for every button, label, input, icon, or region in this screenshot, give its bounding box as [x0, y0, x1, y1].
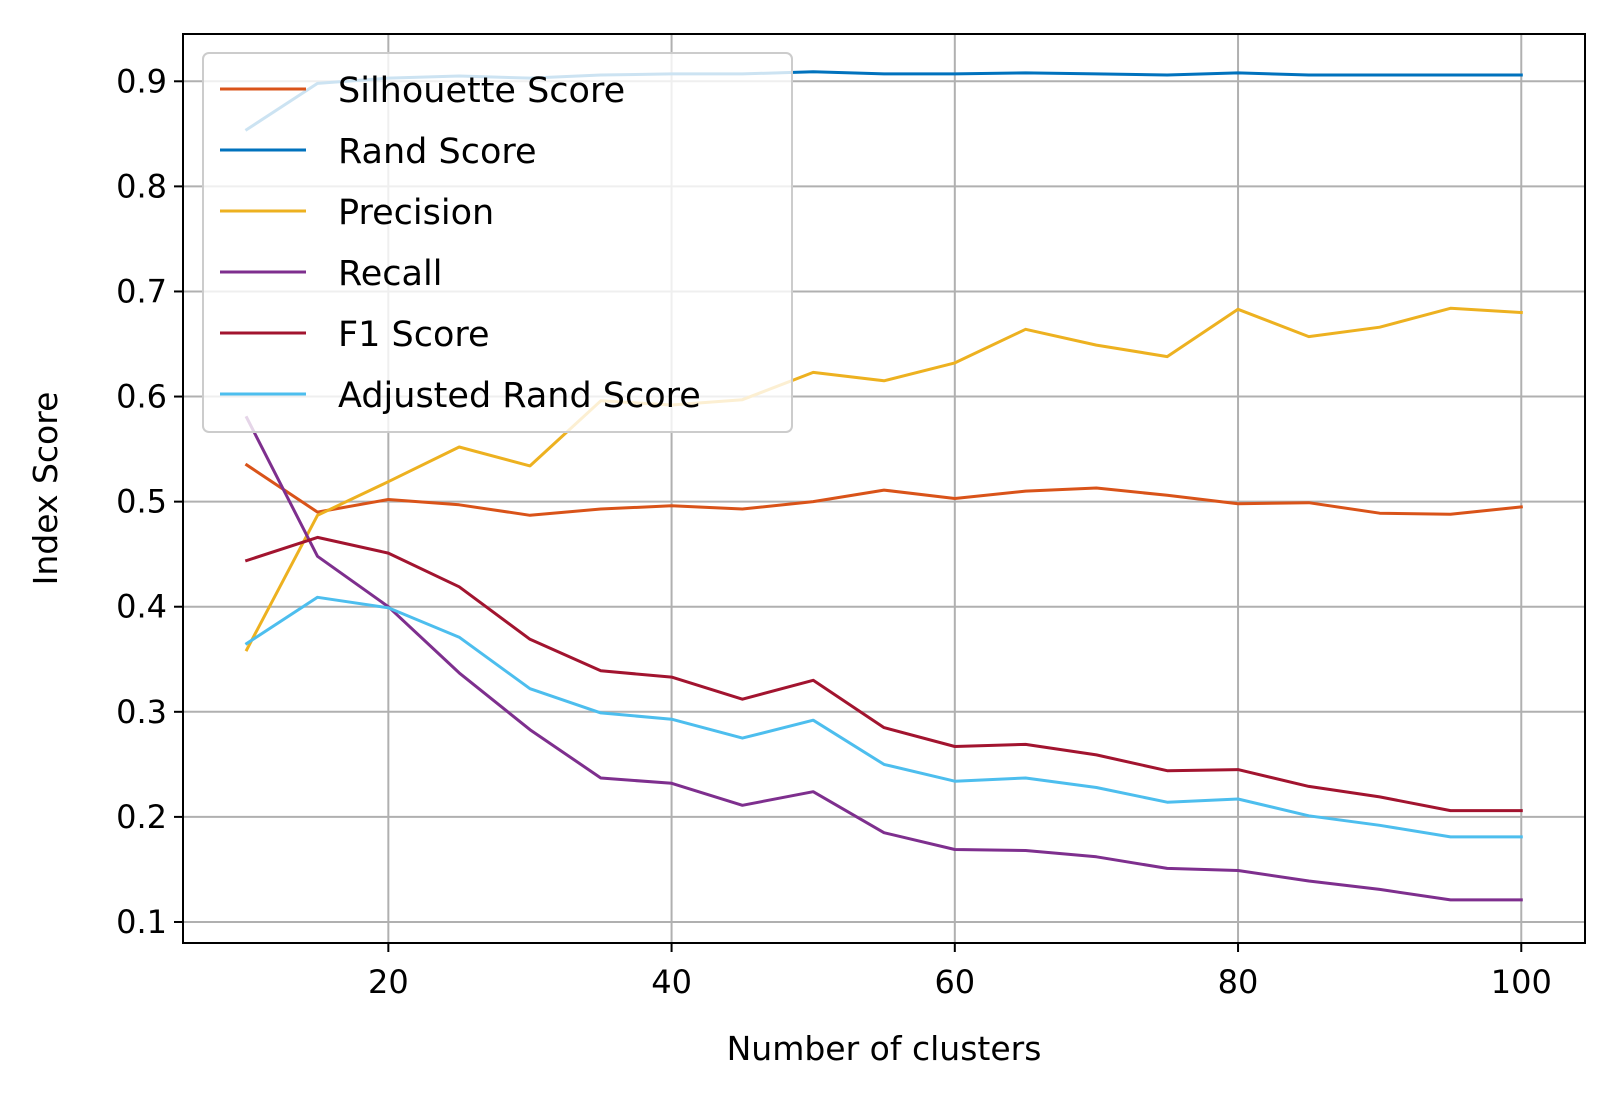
legend-label: Silhouette Score	[338, 71, 625, 111]
y-tick-label: 0.6	[116, 378, 167, 416]
y-tick-label: 0.4	[116, 588, 167, 626]
x-tick-label: 80	[1218, 963, 1259, 1001]
x-tick-label: 40	[651, 963, 692, 1001]
y-tick-label: 0.8	[116, 167, 167, 205]
series-line-silhouette-score	[244, 462, 1523, 517]
y-tick-label: 0.3	[116, 693, 167, 731]
legend-label: Precision	[338, 193, 494, 233]
legend-label: Adjusted Rand Score	[338, 376, 701, 416]
y-tick-label: 0.5	[116, 483, 167, 521]
legend-box	[202, 52, 793, 433]
y-tick-label: 0.9	[116, 62, 167, 100]
legend: Silhouette Score Rand Score Precision Recal…	[202, 52, 793, 433]
legend-label: F1 Score	[338, 315, 490, 355]
grid-lines	[183, 34, 1585, 943]
x-tick-label: 60	[934, 963, 975, 1001]
y-tick-label: 0.7	[116, 272, 167, 310]
plot-frame	[182, 33, 1586, 944]
x-tick-label: 100	[1491, 963, 1552, 1001]
plot-border	[182, 33, 1586, 944]
y-axis-label: Index Score	[26, 392, 65, 586]
series-line-precision	[244, 306, 1523, 652]
series-line-recall	[244, 415, 1523, 902]
series-line-f1-score	[244, 535, 1523, 813]
y-tick-label: 0.1	[116, 903, 167, 941]
legend-label: Rand Score	[338, 132, 537, 172]
x-axis-label: Number of clusters	[727, 1029, 1042, 1068]
x-tick-label: 20	[368, 963, 409, 1001]
axis-ticks: 20 40 60 80 100 0.1 0.2 0.3 0.4 0.5 0.6 0.7 0.8 0.9	[116, 62, 1552, 1001]
y-tick-label: 0.2	[116, 798, 167, 836]
series-line-adjusted-rand-score	[244, 595, 1523, 839]
legend-label: Recall	[338, 254, 442, 294]
